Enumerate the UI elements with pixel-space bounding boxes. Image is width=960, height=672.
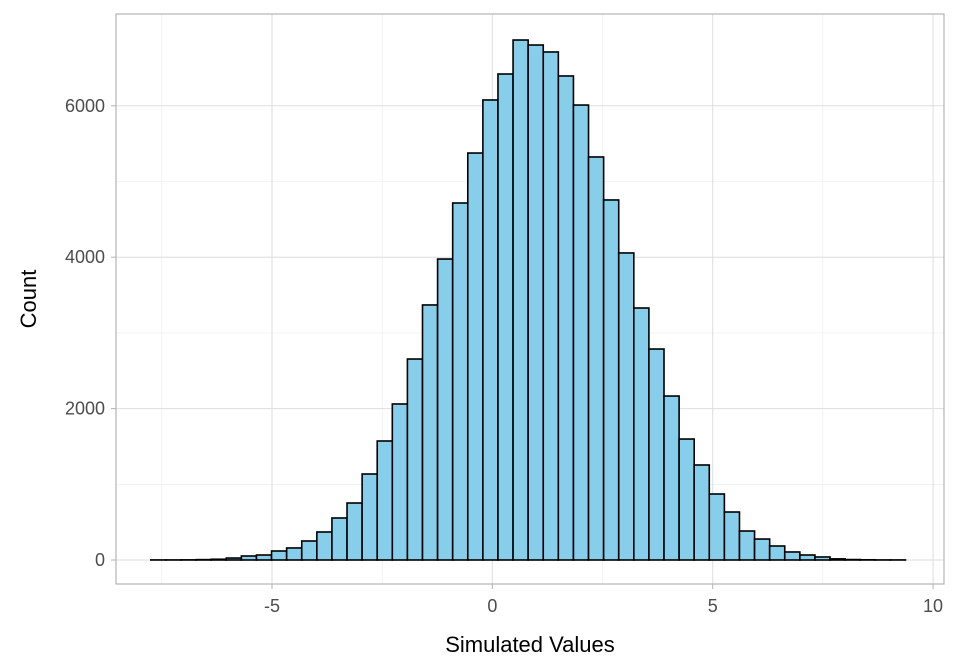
x-tick-label: 0 <box>487 596 497 616</box>
histogram-bar <box>663 395 680 561</box>
histogram-bar <box>814 556 831 561</box>
histogram-bar <box>527 44 545 561</box>
histogram-bar <box>799 554 816 561</box>
histogram-bar <box>693 464 711 561</box>
histogram-bar <box>497 73 514 561</box>
histogram-bar <box>316 531 333 561</box>
histogram-bar <box>240 555 258 561</box>
histogram-bar <box>648 348 665 561</box>
histogram-bar <box>210 558 228 561</box>
histogram-bar <box>678 438 695 561</box>
histogram-bar <box>451 202 469 561</box>
histogram-bar <box>602 199 620 561</box>
histogram-bar <box>361 473 379 561</box>
histogram-bar <box>783 551 801 561</box>
histogram-bar <box>436 258 454 561</box>
histogram-bar <box>768 545 786 561</box>
histogram-bar <box>225 557 243 561</box>
x-tick-label: 10 <box>923 596 943 616</box>
histogram-bar <box>557 75 575 561</box>
histogram-bar <box>466 152 484 561</box>
histogram-bar <box>738 530 756 561</box>
histogram-bar <box>482 99 499 561</box>
y-tick-labels: 0 2000 4000 6000 <box>65 96 116 570</box>
x-tick-label: -5 <box>264 596 280 616</box>
histogram-bar <box>617 252 635 561</box>
panel-border <box>115 13 945 585</box>
histogram-bar <box>406 358 424 561</box>
x-tick-labels: -5 0 5 10 <box>264 584 943 616</box>
histogram-bar <box>587 156 605 561</box>
histogram-bar <box>346 502 363 561</box>
y-axis-label: Count <box>16 270 41 329</box>
x-tick-label: 5 <box>708 596 718 616</box>
histogram-bar <box>708 493 726 561</box>
histogram-bar <box>391 403 409 561</box>
bars <box>150 39 907 561</box>
histogram-bar <box>270 550 288 561</box>
histogram-bar <box>300 540 318 561</box>
histogram-bar <box>512 39 529 561</box>
histogram-bar <box>376 440 394 561</box>
histogram-bar <box>723 511 741 561</box>
histogram-bar <box>753 538 771 561</box>
y-tick-label: 4000 <box>65 247 105 267</box>
y-tick-label: 0 <box>95 550 105 570</box>
histogram-bar <box>285 547 303 561</box>
histogram-bar <box>255 554 273 561</box>
x-axis-label: Simulated Values <box>445 632 615 657</box>
histogram-bar <box>331 517 348 561</box>
y-tick-label: 2000 <box>65 399 105 419</box>
histogram-bar <box>633 307 650 561</box>
histogram-bar <box>421 304 439 561</box>
histogram-bar <box>829 558 846 561</box>
histogram-bar <box>572 104 590 561</box>
y-tick-label: 6000 <box>65 96 105 116</box>
histogram-bar <box>542 51 560 561</box>
